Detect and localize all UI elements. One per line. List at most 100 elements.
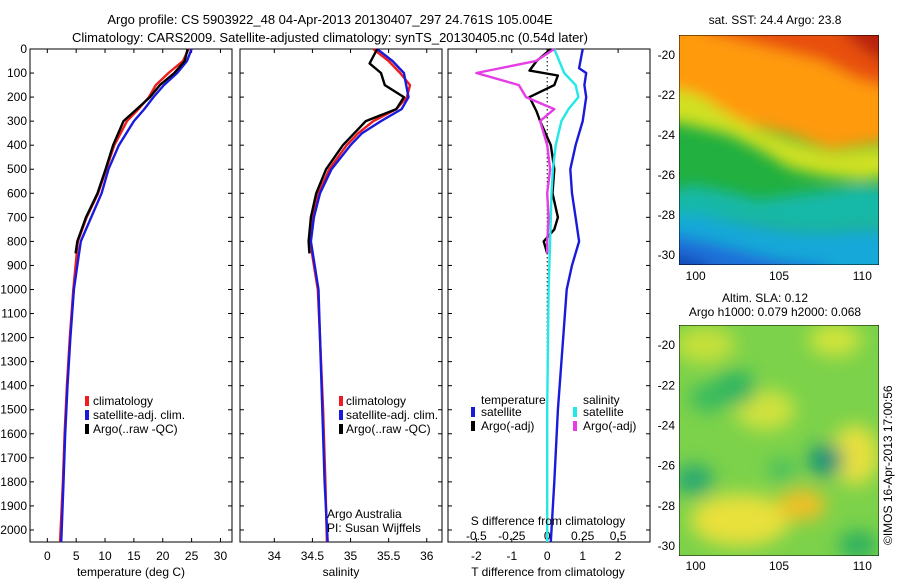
map-y-tick-label: -28 — [658, 499, 676, 513]
x2-tick-label: -0.5 — [466, 529, 487, 543]
y-tick-label: 1400 — [0, 379, 27, 393]
temperature-profile-climatology-line — [58, 48, 190, 543]
y-tick-label: 1600 — [0, 427, 27, 441]
salinity-annotation-line1: Argo Australia — [327, 507, 402, 521]
legend-label-climatology: climatology — [346, 394, 406, 408]
difference-x2label: S difference from climatology — [471, 514, 626, 528]
legend-label-argo: Argo(..raw -QC) — [346, 422, 431, 436]
legend-swatch-s-satellite — [573, 407, 577, 417]
legend-label-s-satellite: satellite — [583, 405, 624, 419]
y-tick-label: 800 — [7, 234, 27, 248]
x-tick-label: 1 — [579, 549, 586, 563]
difference-profile-salinity-argo-adj-line — [475, 47, 556, 254]
x-tick-label: -1 — [506, 549, 517, 563]
legend-swatch-t-satellite — [471, 407, 475, 417]
y-tick-label: 500 — [7, 162, 27, 176]
x2-tick-label: 0.25 — [571, 529, 595, 543]
x-tick-label: 35.5 — [377, 549, 401, 563]
sla-map-title-line2: Argo h1000: 0.079 h2000: 0.068 — [689, 305, 861, 319]
salinity-annotation-line2: PI: Susan Wijffels — [327, 521, 421, 535]
map-y-tick-label: -24 — [658, 418, 676, 432]
difference-profile-salinity-satellite-line — [546, 48, 580, 542]
y-tick-label: 1500 — [0, 403, 27, 417]
temperature-panel — [29, 48, 233, 543]
x-tick-label: 34 — [268, 549, 282, 563]
x-tick-label: 25 — [185, 549, 199, 563]
salinity-xlabel: salinity — [323, 565, 360, 579]
legend-swatch-s-argo — [573, 421, 577, 431]
legend-swatch-climatology — [339, 396, 343, 406]
difference-profile-temperature-argo-adj-line — [528, 48, 560, 254]
y-tick-label: 1900 — [0, 499, 27, 513]
map-x-tick-label: 100 — [686, 559, 706, 573]
sst-map-image — [679, 35, 879, 265]
legend-swatch-argo — [85, 424, 89, 434]
climatology-title: Climatology: CARS2009. Satellite-adjuste… — [72, 30, 588, 45]
y-tick-label: 600 — [7, 186, 27, 200]
temperature-xlabel: temperature (deg C) — [77, 565, 185, 579]
legend-label-t-satellite: satellite — [481, 405, 522, 419]
x-tick-label: 35 — [344, 549, 358, 563]
map-y-tick-label: -30 — [658, 539, 676, 553]
x-tick-label: 0 — [544, 549, 551, 563]
salinity-panel — [239, 48, 443, 543]
y-tick-label: 200 — [7, 90, 27, 104]
y-tick-label: 1800 — [0, 475, 27, 489]
temperature-profile-satellite-adj-clim-line — [60, 48, 193, 543]
x-tick-label: 2 — [615, 549, 622, 563]
map-y-tick-label: -20 — [658, 48, 676, 62]
y-tick-label: 100 — [7, 66, 27, 80]
legend-label-satellite: satellite-adj. clim. — [93, 408, 185, 422]
map-x-tick-label: 105 — [769, 559, 789, 573]
map-y-tick-label: -28 — [658, 208, 676, 222]
temperature-profile-argo-raw-qc-line — [74, 48, 189, 254]
y-tick-label: 1200 — [0, 331, 27, 345]
sst-map-title: sat. SST: 24.4 Argo: 23.8 — [709, 13, 842, 27]
map-x-tick-label: 100 — [686, 269, 706, 283]
map-y-tick-label: -20 — [658, 338, 676, 352]
map-y-tick-label: -30 — [658, 248, 676, 262]
x-tick-label: 36 — [420, 549, 434, 563]
x-tick-label: 34.5 — [301, 549, 325, 563]
map-x-tick-label: 105 — [769, 269, 789, 283]
legend-label-s-argo: Argo(-adj) — [583, 419, 636, 433]
difference-profile-temperature-satellite-line — [549, 48, 588, 543]
x-tick-label: 15 — [127, 549, 141, 563]
legend-swatch-satellite — [85, 410, 89, 420]
legend-swatch-argo — [339, 424, 343, 434]
x-tick-label: 30 — [214, 549, 228, 563]
imos-timestamp: ©IMOS 16-Apr-2013 17:00:56 — [881, 385, 895, 545]
legend-label-satellite: satellite-adj. clim. — [346, 408, 438, 422]
salinity-profile-argo-raw-qc-line — [307, 48, 406, 254]
map-x-tick-label: 110 — [853, 559, 872, 573]
x-tick-label: 10 — [98, 549, 112, 563]
x-tick-label: 20 — [156, 549, 170, 563]
y-tick-label: 300 — [7, 114, 27, 128]
y-tick-label: 1100 — [1, 307, 27, 321]
legend-label-climatology: climatology — [93, 394, 153, 408]
x-tick-label: 0 — [44, 549, 51, 563]
y-tick-label: 2000 — [0, 523, 27, 537]
map-y-tick-label: -26 — [658, 168, 676, 182]
y-tick-label: 1700 — [0, 451, 27, 465]
temperature-legend: climatology satellite-adj. clim. Argo(..… — [85, 394, 185, 436]
legend-title-salinity: salinity — [583, 393, 620, 407]
x-tick-label: -2 — [471, 549, 482, 563]
salinity-legend: climatology satellite-adj. clim. Argo(..… — [339, 394, 438, 436]
legend-label-argo: Argo(..raw -QC) — [93, 422, 178, 436]
map-y-tick-label: -26 — [658, 459, 676, 473]
y-tick-label: 900 — [7, 258, 27, 272]
difference-xlabel: T difference from climatology — [471, 565, 625, 579]
legend-swatch-climatology — [85, 396, 89, 406]
y-tick-label: 400 — [7, 138, 27, 152]
legend-title-temperature: temperature — [481, 393, 546, 407]
difference-legend: temperature satellite Argo(-adj) salinit… — [471, 393, 636, 433]
salinity-profile-satellite-adj-clim-line — [309, 48, 410, 543]
sla-map-image — [679, 325, 879, 556]
map-y-tick-label: -24 — [658, 128, 676, 142]
map-y-tick-label: -22 — [658, 88, 676, 102]
x2-tick-label: -0.25 — [498, 529, 526, 543]
profile-title: Argo profile: CS 5903922_48 04-Apr-2013 … — [107, 12, 553, 27]
axes-layer: 0100200300400500600700800900100011001200… — [0, 42, 872, 573]
